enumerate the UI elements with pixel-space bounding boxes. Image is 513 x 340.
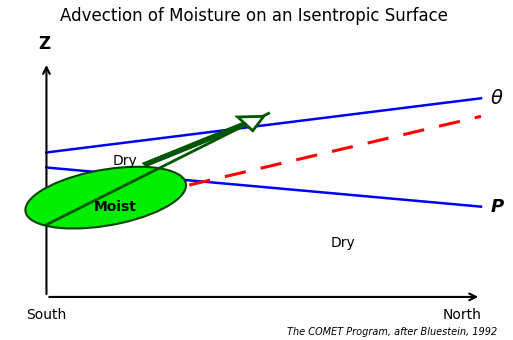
Text: The COMET Program, after Bluestein, 1992: The COMET Program, after Bluestein, 1992 (287, 327, 498, 337)
Title: Advection of Moisture on an Isentropic Surface: Advection of Moisture on an Isentropic S… (60, 7, 448, 25)
Text: South: South (26, 308, 67, 322)
Text: P: P (491, 198, 504, 216)
Text: Dry: Dry (330, 236, 355, 250)
FancyArrow shape (144, 116, 264, 166)
Text: North: North (442, 308, 481, 322)
Text: Z: Z (38, 35, 50, 53)
Text: Dry: Dry (113, 154, 138, 169)
Ellipse shape (25, 167, 186, 228)
Text: Moist: Moist (94, 200, 137, 214)
Text: θ: θ (491, 89, 503, 108)
